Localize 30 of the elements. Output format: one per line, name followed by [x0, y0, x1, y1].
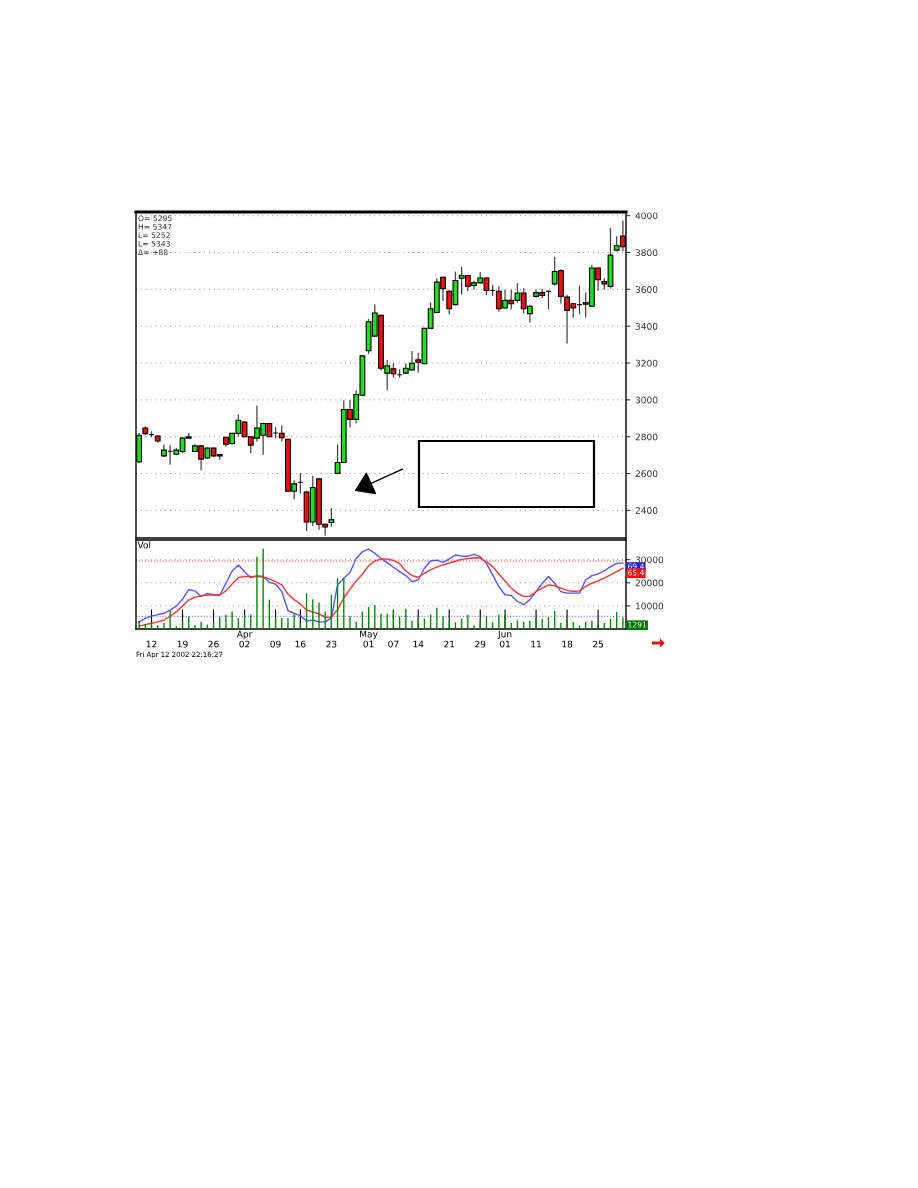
y-tick-label: 3000: [635, 396, 658, 404]
x-tick-label: 29: [475, 640, 486, 648]
x-tick-label: May 01: [360, 630, 378, 648]
y-tick-label: 3400: [635, 322, 658, 330]
line-series: [138, 548, 624, 623]
x-tick-label: 18: [562, 640, 573, 648]
x-tick-label: 11: [531, 640, 541, 648]
y-tick-label: 4000: [635, 212, 658, 220]
y-tick-label: 3600: [635, 286, 658, 293]
y-tick-label: 3200: [635, 359, 658, 367]
y-tick-label: 20000: [635, 579, 664, 587]
x-tick-label: 26: [208, 640, 219, 648]
x-tick-label: 07: [388, 640, 399, 648]
x-tick-label: 23: [326, 640, 337, 648]
y-tick-label: 2600: [635, 470, 658, 478]
x-tick-label: 25: [593, 640, 604, 648]
x-tick-label: Apr 02: [236, 630, 253, 648]
x-tick-label: 12: [146, 640, 157, 648]
y-tick-label: 30000: [635, 556, 664, 564]
y-tick-label: 2400: [635, 507, 658, 514]
x-tick-label: Jun 01: [497, 630, 512, 648]
x-tick-label: 09: [270, 640, 281, 648]
y-tick-label: 2800: [635, 433, 658, 441]
x-tick-label: 19: [177, 640, 188, 648]
y-tick-label: 10000: [636, 602, 664, 610]
y-tick-label: 3800: [635, 249, 658, 257]
x-tick-label: 16: [295, 640, 306, 648]
x-tick-label: 14: [413, 640, 424, 648]
y-axis-title: Vol: [137, 541, 151, 549]
x-tick-label: 21: [444, 640, 455, 648]
